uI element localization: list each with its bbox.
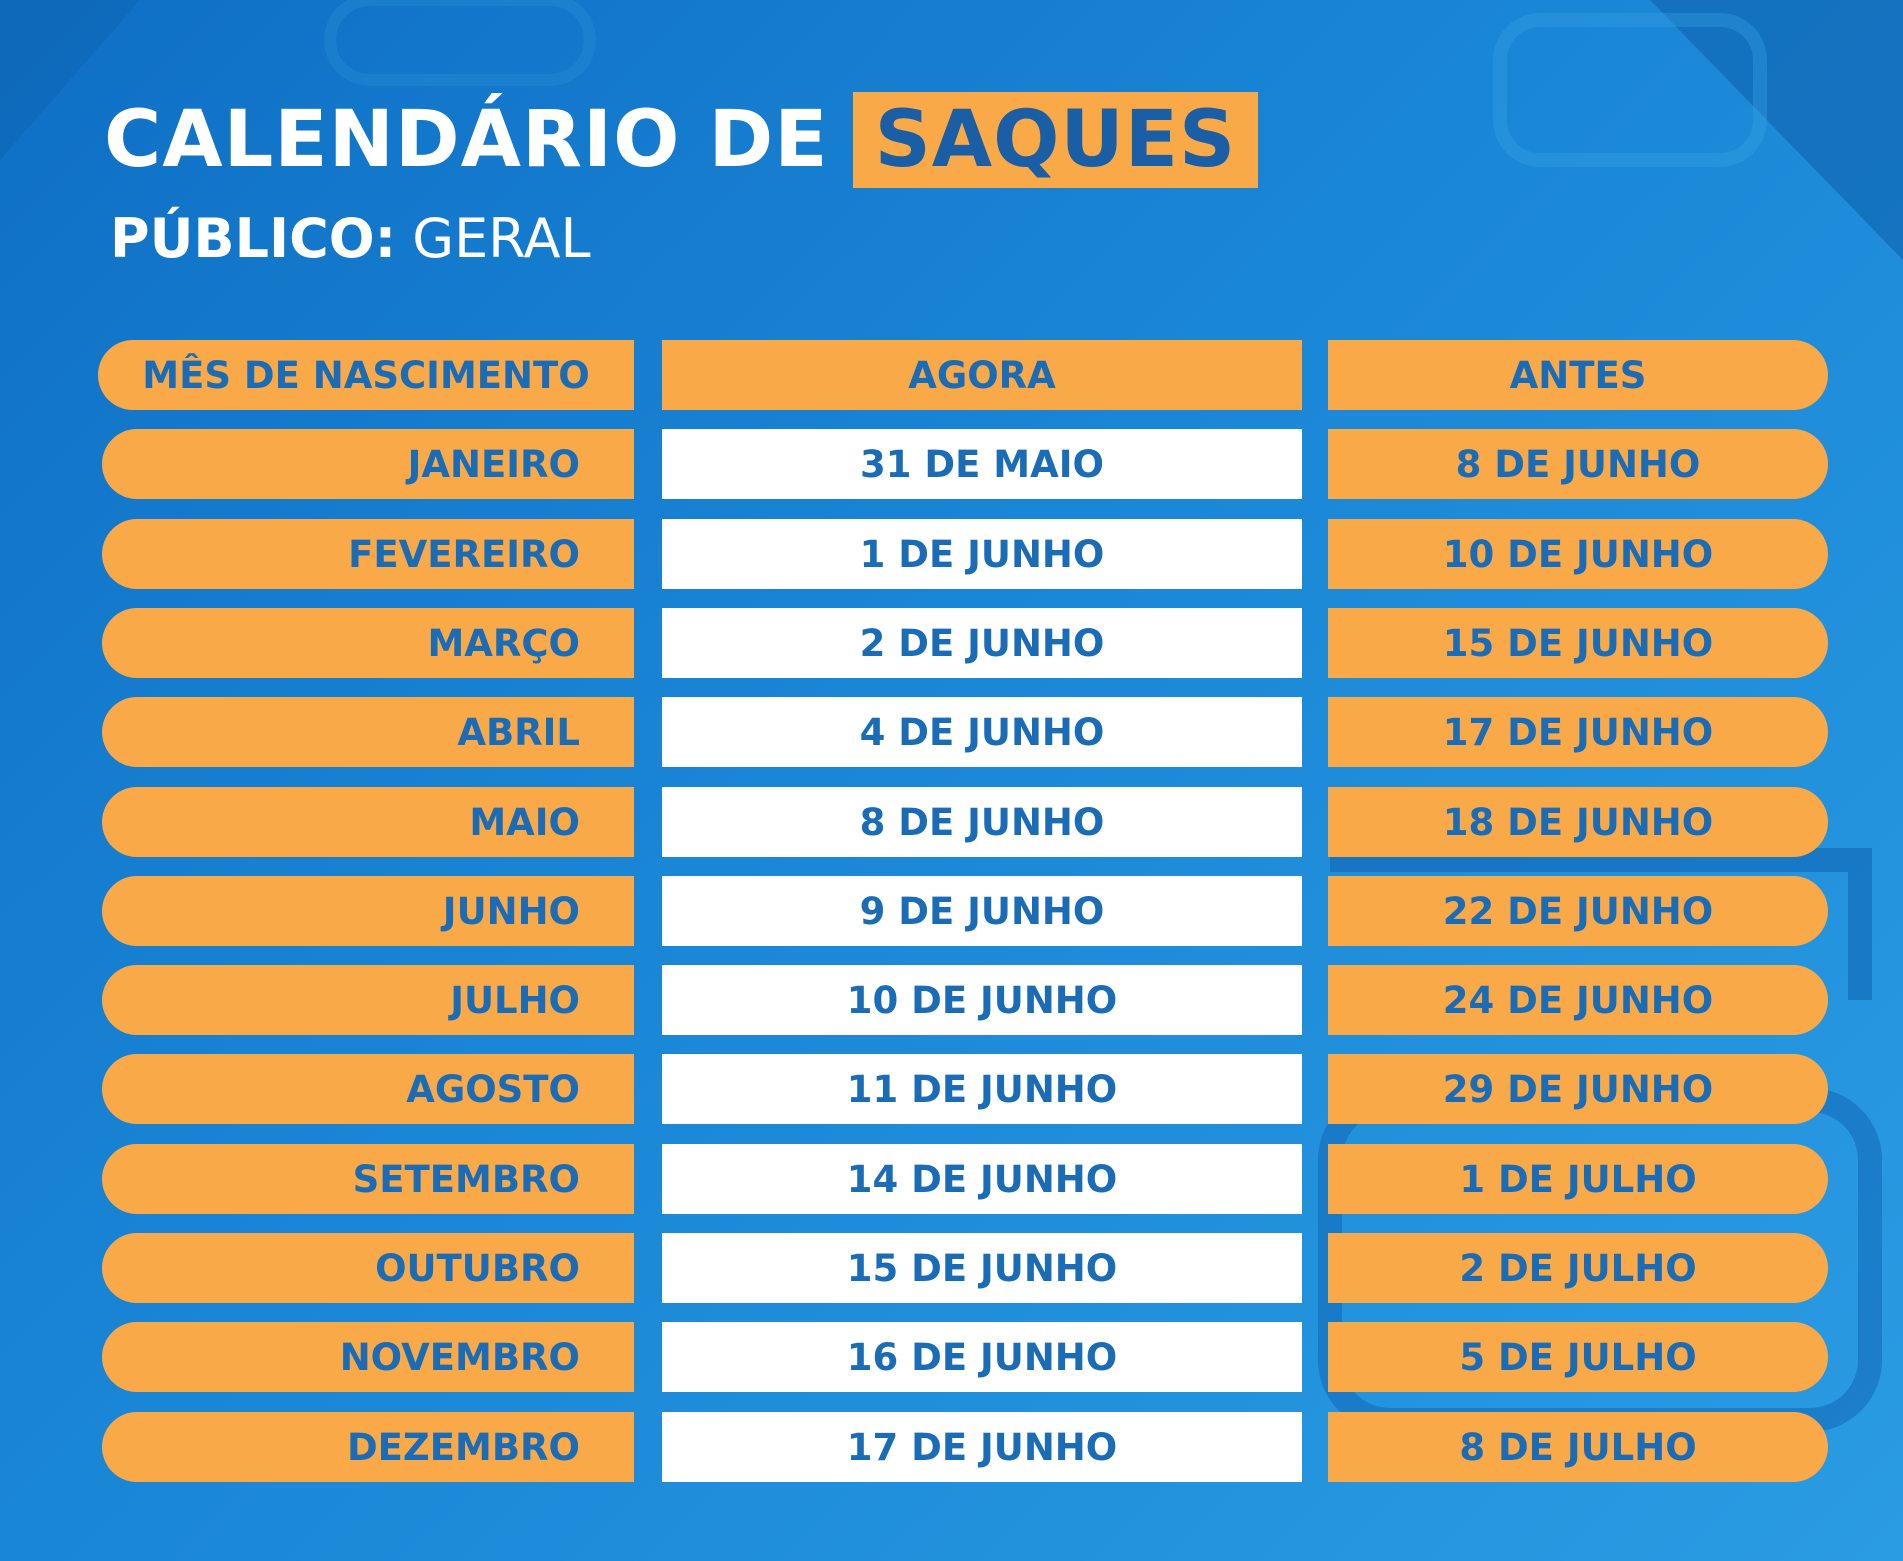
month-cell: NOVEMBRO — [102, 1322, 634, 1392]
now-date-cell: 9 DE JUNHO — [662, 876, 1302, 946]
before-date-cell: 2 DE JULHO — [1328, 1233, 1828, 1303]
now-date-cell: 16 DE JUNHO — [662, 1322, 1302, 1392]
page-title: CALENDÁRIO DE SAQUES — [104, 92, 1259, 188]
now-date-cell: 31 DE MAIO — [662, 429, 1302, 499]
title-main: CALENDÁRIO DE — [104, 95, 829, 185]
month-cell: ABRIL — [102, 697, 634, 767]
month-cell: FEVEREIRO — [102, 519, 634, 589]
header-before: ANTES — [1328, 340, 1828, 410]
now-date-cell: 17 DE JUNHO — [662, 1412, 1302, 1482]
month-cell: DEZEMBRO — [102, 1412, 634, 1482]
header-month: MÊS DE NASCIMENTO — [98, 340, 634, 410]
before-date-cell: 8 DE JUNHO — [1328, 429, 1828, 499]
before-date-cell: 8 DE JULHO — [1328, 1412, 1828, 1482]
before-date-cell: 18 DE JUNHO — [1328, 787, 1828, 857]
now-date-cell: 2 DE JUNHO — [662, 608, 1302, 678]
before-date-cell: 10 DE JUNHO — [1328, 519, 1828, 589]
now-date-cell: 4 DE JUNHO — [662, 697, 1302, 767]
month-cell: MARÇO — [102, 608, 634, 678]
before-date-cell: 29 DE JUNHO — [1328, 1054, 1828, 1124]
now-date-cell: 15 DE JUNHO — [662, 1233, 1302, 1303]
before-date-cell: 22 DE JUNHO — [1328, 876, 1828, 946]
month-cell: JULHO — [102, 965, 634, 1035]
month-cell: SETEMBRO — [102, 1144, 634, 1214]
subtitle: PÚBLICO: GERAL — [110, 204, 591, 274]
before-date-cell: 17 DE JUNHO — [1328, 697, 1828, 767]
subtitle-value: GERAL — [412, 207, 591, 270]
month-cell: JUNHO — [102, 876, 634, 946]
before-date-cell: 5 DE JULHO — [1328, 1322, 1828, 1392]
month-cell: JANEIRO — [102, 429, 634, 499]
subtitle-label: PÚBLICO: — [110, 207, 397, 270]
month-cell: MAIO — [102, 787, 634, 857]
before-date-cell: 24 DE JUNHO — [1328, 965, 1828, 1035]
now-date-cell: 1 DE JUNHO — [662, 519, 1302, 589]
month-cell: OUTUBRO — [102, 1233, 634, 1303]
title-highlight: SAQUES — [852, 92, 1259, 188]
now-date-cell: 8 DE JUNHO — [662, 787, 1302, 857]
before-date-cell: 15 DE JUNHO — [1328, 608, 1828, 678]
month-cell: AGOSTO — [102, 1054, 634, 1124]
now-date-cell: 11 DE JUNHO — [662, 1054, 1302, 1124]
header-now: AGORA — [662, 340, 1302, 410]
now-date-cell: 10 DE JUNHO — [662, 965, 1302, 1035]
before-date-cell: 1 DE JULHO — [1328, 1144, 1828, 1214]
now-date-cell: 14 DE JUNHO — [662, 1144, 1302, 1214]
